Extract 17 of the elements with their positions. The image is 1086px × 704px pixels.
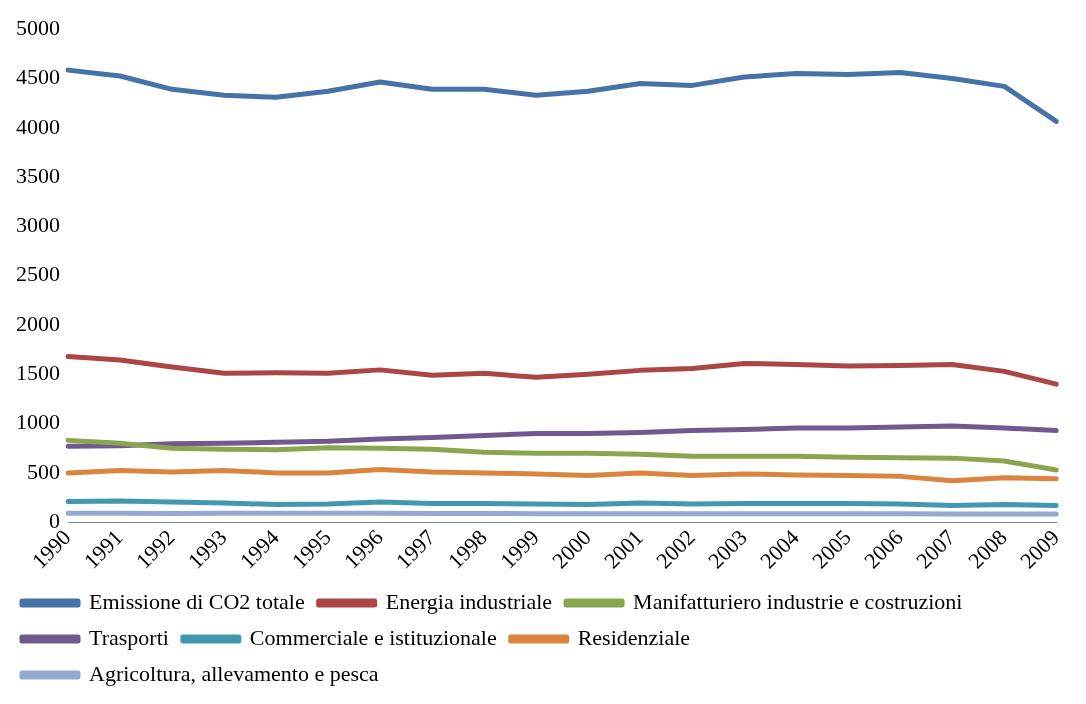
y-tick-label: 4500 [16,64,60,90]
y-tick-label: 1500 [16,360,60,386]
legend-label: Emissione di CO2 totale [89,588,305,614]
y-tick-label: 4000 [16,113,60,139]
y-tick-label: 3000 [16,212,60,238]
y-tick-label: 3500 [16,162,60,188]
y-tick-label: 1000 [16,409,60,435]
legend-label: Residenziale [577,624,691,650]
y-tick-label: 2000 [16,310,60,336]
legend-label: Energia industriale [385,588,553,614]
y-tick-label: 2500 [16,261,60,287]
y-tick-label: 500 [27,458,60,484]
legend-label: Commerciale e istituzionale [249,624,497,650]
y-tick-label: 5000 [16,14,60,40]
legend-label: Agricoltura, allevamento e pesca [89,660,379,686]
legend-label: Manifatturiero industrie e costruzioni [633,588,963,614]
legend-label: Trasporti [89,624,169,650]
